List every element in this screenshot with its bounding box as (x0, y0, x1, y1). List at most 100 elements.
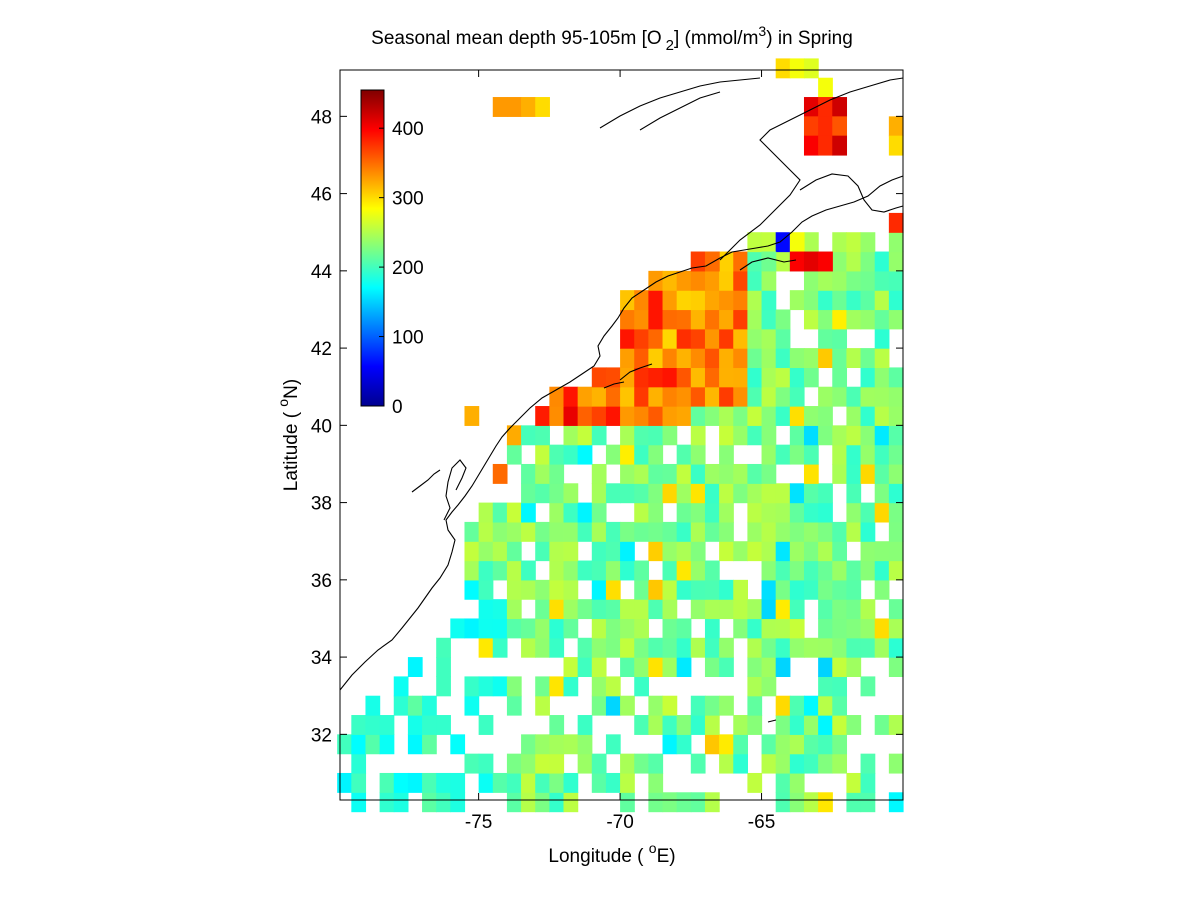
data-cell (704, 463, 720, 484)
data-cell (818, 734, 833, 755)
data-cell (662, 483, 678, 504)
data-cell (874, 637, 890, 658)
data-cell (662, 715, 678, 735)
data-cell (662, 309, 678, 330)
data-cell (648, 637, 664, 658)
data-cell (803, 232, 819, 253)
data-cell (818, 328, 833, 349)
data-cell (761, 579, 777, 600)
data-cell (464, 618, 480, 639)
data-cell (775, 541, 791, 562)
data-cell (846, 772, 862, 793)
data-cell (789, 348, 805, 369)
data-cell (803, 734, 819, 755)
data-cell (492, 599, 508, 620)
data-cell (521, 97, 536, 117)
data-cell (846, 560, 862, 581)
data-cell (888, 792, 904, 813)
data-cell (733, 406, 748, 426)
data-cell (789, 483, 805, 504)
data-cell (818, 715, 833, 735)
data-cell (719, 290, 734, 311)
data-cell (521, 792, 536, 813)
data-cell (888, 386, 904, 407)
data-cell (648, 695, 664, 716)
data-cell (464, 541, 480, 562)
data-cell (379, 772, 395, 793)
data-cell (803, 541, 819, 562)
data-cell (648, 270, 664, 291)
data-cell (422, 734, 437, 755)
data-cell (591, 637, 607, 658)
data-cell (775, 367, 791, 388)
data-cell (888, 135, 904, 156)
data-cell (535, 734, 550, 755)
data-cell (874, 328, 890, 349)
data-cell (563, 521, 579, 542)
data-cell (407, 772, 423, 793)
data-cell (888, 657, 904, 678)
data-cell (690, 502, 706, 523)
data-cell (648, 406, 664, 426)
data-cell (719, 637, 734, 658)
data-cell (775, 792, 791, 813)
data-cell (818, 97, 833, 117)
data-cell (648, 541, 664, 562)
data-cell (535, 753, 550, 774)
data-cell (733, 618, 748, 639)
data-cell (846, 502, 862, 523)
data-cell (549, 734, 565, 755)
data-cell (761, 290, 777, 311)
data-cell (549, 792, 565, 813)
data-cell (832, 425, 848, 446)
data-cell (888, 637, 904, 658)
data-cell (605, 444, 621, 465)
data-cell (464, 560, 480, 581)
data-cell (521, 502, 536, 523)
data-cell (464, 753, 480, 774)
data-cell (365, 695, 381, 716)
data-cell (393, 772, 409, 793)
data-cell (747, 541, 763, 562)
data-cell (704, 348, 720, 369)
data-cell (704, 715, 720, 735)
data-cell (761, 270, 777, 291)
data-cell (846, 290, 862, 311)
data-cell (648, 367, 664, 388)
data-cell (634, 579, 649, 600)
data-cell (874, 715, 890, 735)
data-cell (506, 97, 522, 117)
data-cell (789, 579, 805, 600)
data-cell (549, 676, 565, 697)
data-cell (846, 657, 862, 678)
data-cell (888, 406, 904, 426)
data-cell (874, 290, 890, 311)
data-cell (563, 618, 579, 639)
data-cell (818, 618, 833, 639)
data-cell (648, 463, 664, 484)
data-cell (818, 599, 833, 620)
data-cell (846, 232, 862, 253)
data-cell (775, 753, 791, 774)
data-cell (747, 290, 763, 311)
data-cell (605, 734, 621, 755)
data-cell (634, 309, 649, 330)
data-cell (648, 309, 664, 330)
plot-frame (339, 69, 904, 801)
data-cell (775, 309, 791, 330)
data-cell (690, 637, 706, 658)
data-cell (832, 270, 848, 291)
data-cell (521, 637, 536, 658)
data-cell (846, 579, 862, 600)
data-cell (436, 772, 451, 793)
data-cell (634, 425, 649, 446)
data-cell (450, 772, 466, 793)
data-cell (775, 599, 791, 620)
y-tick-label: 48 (311, 107, 332, 128)
data-cell (832, 135, 848, 156)
data-cell (775, 579, 791, 600)
data-cell (605, 367, 621, 388)
data-cell (874, 251, 890, 272)
data-cell (818, 290, 833, 311)
data-cell (605, 695, 621, 716)
